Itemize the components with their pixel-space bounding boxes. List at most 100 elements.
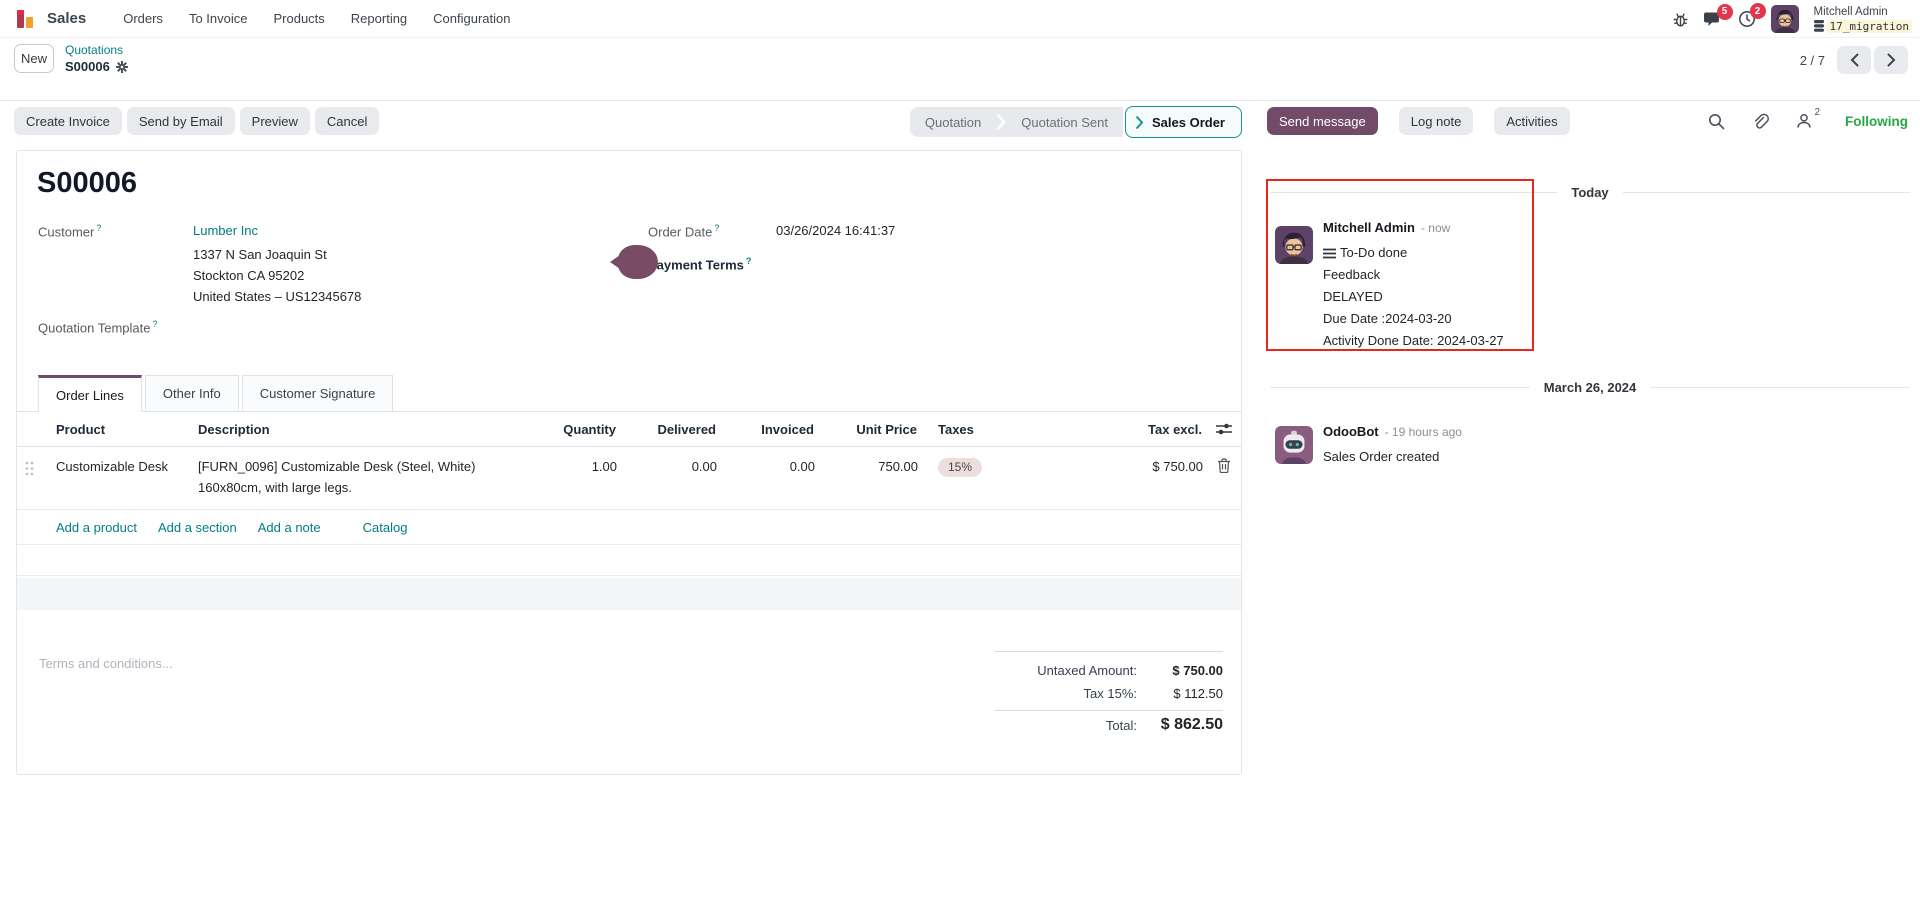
messages-icon[interactable]: 5 <box>1703 3 1733 28</box>
col-product[interactable]: Product <box>56 421 106 437</box>
today-divider: Today <box>1270 185 1910 200</box>
status-step-quotation-sent[interactable]: Quotation Sent <box>1021 114 1108 130</box>
total-label: Total: <box>1105 717 1137 733</box>
odoobot-timestamp: - 19 hours ago <box>1384 425 1462 439</box>
line-add-links: Add a product Add a section Add a note C… <box>17 510 1241 545</box>
line-invoiced[interactable]: 0.00 <box>789 459 815 474</box>
new-button[interactable]: New <box>14 44 54 73</box>
add-a-product-link[interactable]: Add a product <box>56 519 137 535</box>
add-a-section-link[interactable]: Add a section <box>157 519 237 535</box>
send-message-button[interactable]: Send message <box>1267 107 1378 135</box>
col-invoiced[interactable]: Invoiced <box>761 421 814 437</box>
line-taxes[interactable]: 15% <box>922 447 1037 509</box>
messages-badge: 5 <box>1716 3 1733 20</box>
odoobot-avatar[interactable] <box>1275 426 1313 464</box>
activity-done-date: Activity Done Date: 2024-03-27 <box>1323 333 1504 348</box>
menu-products[interactable]: Products <box>273 10 325 26</box>
order-name-title: S00006 <box>37 167 137 199</box>
app-name[interactable]: Sales <box>47 10 87 27</box>
message-timestamp: - now <box>1420 221 1451 235</box>
col-quantity[interactable]: Quantity <box>563 421 616 437</box>
notebook-tabs: Order Lines Other Info Customer Signatur… <box>17 374 1241 412</box>
col-unit-price[interactable]: Unit Price <box>856 421 917 437</box>
activity-done-title: To-Do done <box>1340 245 1408 260</box>
menu-configuration[interactable]: Configuration <box>433 10 511 26</box>
add-a-note-link[interactable]: Add a note <box>257 519 321 535</box>
status-separator-chevron-icon <box>996 113 1006 131</box>
followers-count: 2 <box>1814 107 1820 118</box>
order-line-row[interactable]: Customizable Desk [FURN_0096] Customizab… <box>17 447 1241 510</box>
sales-order-sheet: S00006 Customer? Lumber Inc 1337 N San J… <box>16 150 1242 775</box>
total-value: $ 862.50 <box>1160 716 1223 733</box>
status-step-quotation[interactable]: Quotation <box>924 114 982 130</box>
line-quantity[interactable]: 1.00 <box>591 459 617 474</box>
following-button[interactable]: Following <box>1845 113 1908 129</box>
empty-table-row <box>17 545 1241 576</box>
activity-due-date: Due Date :2024-03-20 <box>1323 311 1452 326</box>
preview-button[interactable]: Preview <box>239 107 310 135</box>
status-step-sales-order-active[interactable]: Sales Order <box>1125 106 1242 138</box>
sales-order-created-text: Sales Order created <box>1323 449 1440 464</box>
todo-list-icon <box>1323 248 1336 259</box>
message-author-name[interactable]: Mitchell Admin <box>1323 220 1415 235</box>
user-block[interactable]: Mitchell Admin 17_migration <box>1813 5 1912 33</box>
customer-value-link[interactable]: Lumber Inc <box>193 223 259 238</box>
line-delivered[interactable]: 0.00 <box>691 459 717 474</box>
col-delivered[interactable]: Delivered <box>657 421 716 437</box>
user-name: Mitchell Admin <box>1813 5 1888 18</box>
menu-reporting[interactable]: Reporting <box>350 10 408 26</box>
message-header: Mitchell Admin - now <box>1323 220 1450 235</box>
odoobot-author-name[interactable]: OdooBot <box>1323 424 1379 439</box>
col-taxes[interactable]: Taxes <box>938 421 974 437</box>
chatter-toolbar: 2 Following <box>1708 107 1908 135</box>
delete-line-trash-icon[interactable] <box>1207 447 1241 509</box>
followers-icon[interactable]: 2 <box>1796 107 1820 129</box>
untaxed-amount-label: Untaxed Amount: <box>1037 663 1137 678</box>
terms-and-conditions-placeholder[interactable]: Terms and conditions... <box>39 656 173 671</box>
date-divider: March 26, 2024 <box>1270 380 1910 395</box>
col-tax-excl[interactable]: Tax excl. <box>1148 421 1202 437</box>
breadcrumb: Quotations S00006 <box>65 43 128 74</box>
chatter-action-buttons: Send message Log note Activities <box>1267 107 1570 135</box>
message-author-avatar[interactable] <box>1275 226 1313 264</box>
systray: 5 2 <box>1672 0 1912 38</box>
line-unit-price[interactable]: 750.00 <box>878 459 918 474</box>
pager-next-button[interactable] <box>1874 46 1908 74</box>
breadcrumb-quotations-link[interactable]: Quotations <box>65 43 124 57</box>
debug-bug-icon[interactable] <box>1672 11 1689 28</box>
order-date-value[interactable]: 03/26/2024 16:41:37 <box>776 223 896 238</box>
search-messages-icon[interactable] <box>1708 113 1725 130</box>
quotation-template-field[interactable] <box>193 319 493 337</box>
log-note-button[interactable]: Log note <box>1398 107 1474 135</box>
order-lines-table: Product Description Quantity Delivered I… <box>17 412 1241 610</box>
line-description[interactable]: [FURN_0096] Customizable Desk (Steel, Wh… <box>198 459 476 495</box>
cancel-button[interactable]: Cancel <box>314 107 380 135</box>
attachments-paperclip-icon[interactable] <box>1752 113 1769 130</box>
activities-clock-icon[interactable]: 2 <box>1738 3 1766 28</box>
col-description[interactable]: Description <box>198 421 270 437</box>
menu-orders[interactable]: Orders <box>123 10 163 26</box>
line-product[interactable]: Customizable Desk <box>56 459 168 474</box>
optional-columns-icon[interactable] <box>1207 412 1241 446</box>
customer-address-line2: Stockton CA 95202 <box>193 268 305 283</box>
menu-to-invoice[interactable]: To Invoice <box>188 10 248 26</box>
record-actions-gear-icon[interactable] <box>115 60 128 73</box>
tab-other-info[interactable]: Other Info <box>144 375 239 412</box>
drag-handle-icon[interactable] <box>17 447 41 509</box>
tab-customer-signature[interactable]: Customer Signature <box>241 375 394 412</box>
catalog-link[interactable]: Catalog <box>362 519 408 535</box>
odoo-sales-app-icon[interactable] <box>14 8 36 30</box>
activities-button[interactable]: Activities <box>1494 107 1570 135</box>
table-header-row: Product Description Quantity Delivered I… <box>17 412 1241 447</box>
top-navbar: Sales Orders To Invoice Products Reporti… <box>0 0 1920 38</box>
odoobot-message-body: Sales Order created <box>1323 446 1439 468</box>
pager-previous-button[interactable] <box>1837 46 1871 74</box>
database-name: 17_migration <box>1826 19 1912 33</box>
create-invoice-button[interactable]: Create Invoice <box>14 107 122 135</box>
tab-order-lines[interactable]: Order Lines <box>38 375 142 412</box>
order-totals: Untaxed Amount: $ 750.00 Tax 15%: $ 112.… <box>995 651 1223 733</box>
send-by-email-button[interactable]: Send by Email <box>126 107 235 135</box>
user-avatar[interactable] <box>1770 5 1799 33</box>
breadcrumb-row: New Quotations S00006 2 / 7 <box>0 40 1920 86</box>
